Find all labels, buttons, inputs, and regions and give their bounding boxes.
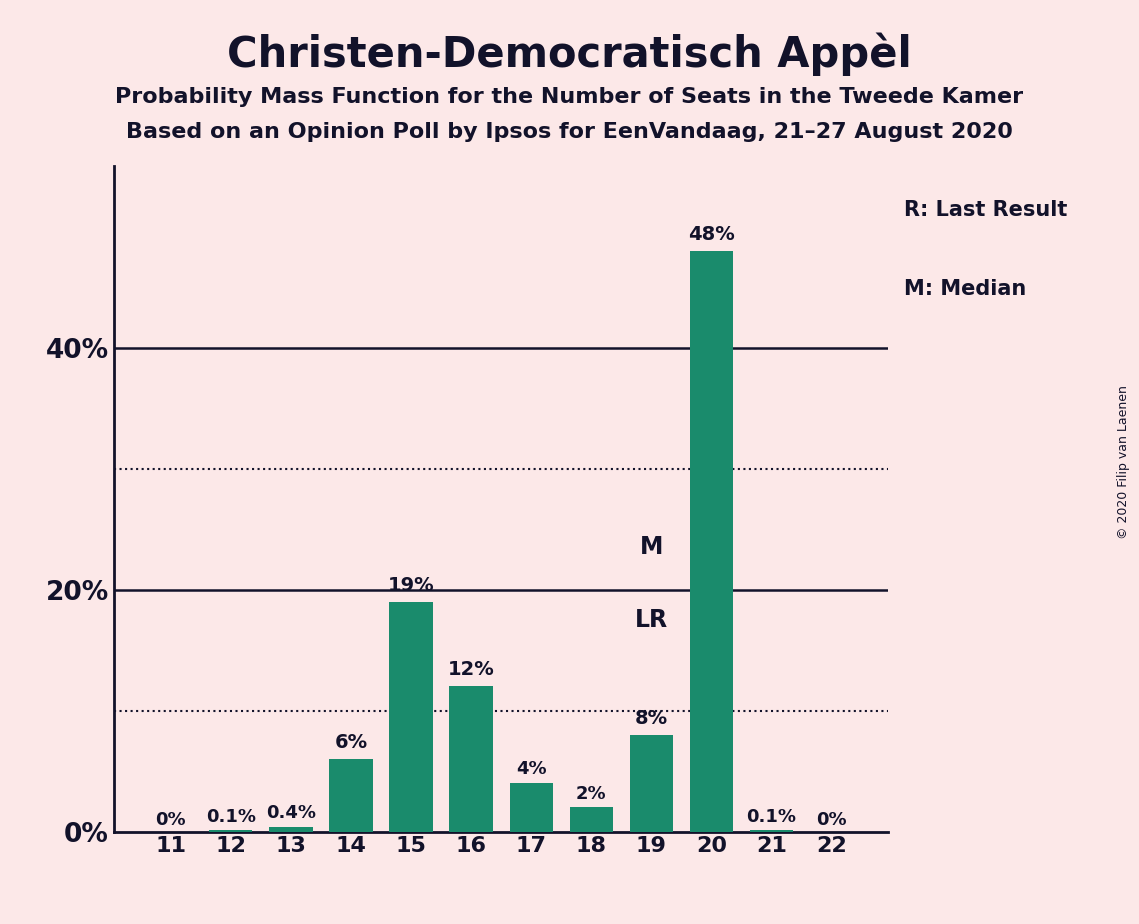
Text: Christen-Democratisch Appèl: Christen-Democratisch Appèl — [227, 32, 912, 76]
Text: 6%: 6% — [335, 733, 368, 752]
Text: LR: LR — [634, 608, 667, 632]
Text: 0.1%: 0.1% — [206, 808, 256, 825]
Text: Based on an Opinion Poll by Ipsos for EenVandaag, 21–27 August 2020: Based on an Opinion Poll by Ipsos for Ee… — [126, 122, 1013, 142]
Text: Probability Mass Function for the Number of Seats in the Tweede Kamer: Probability Mass Function for the Number… — [115, 87, 1024, 107]
Text: 8%: 8% — [634, 709, 667, 727]
Bar — [329, 759, 372, 832]
Text: 2%: 2% — [576, 784, 607, 803]
Bar — [210, 831, 253, 832]
Text: 0%: 0% — [155, 810, 186, 829]
Bar — [390, 602, 433, 832]
Text: 0.4%: 0.4% — [265, 804, 316, 822]
Text: 12%: 12% — [448, 660, 494, 679]
Text: © 2020 Filip van Laenen: © 2020 Filip van Laenen — [1117, 385, 1130, 539]
Text: 0.1%: 0.1% — [746, 808, 796, 825]
Bar — [269, 827, 312, 832]
Text: M: M — [640, 535, 663, 559]
Bar — [450, 687, 493, 832]
Text: 0%: 0% — [817, 810, 847, 829]
Text: 48%: 48% — [688, 225, 735, 244]
Text: 4%: 4% — [516, 760, 547, 778]
Text: R: Last Result: R: Last Result — [904, 200, 1067, 220]
Bar — [749, 831, 793, 832]
Bar — [690, 251, 734, 832]
Bar — [630, 735, 673, 832]
Bar — [570, 808, 613, 832]
Text: 19%: 19% — [387, 576, 434, 594]
Text: M: Median: M: Median — [904, 279, 1026, 299]
Bar — [509, 784, 552, 832]
